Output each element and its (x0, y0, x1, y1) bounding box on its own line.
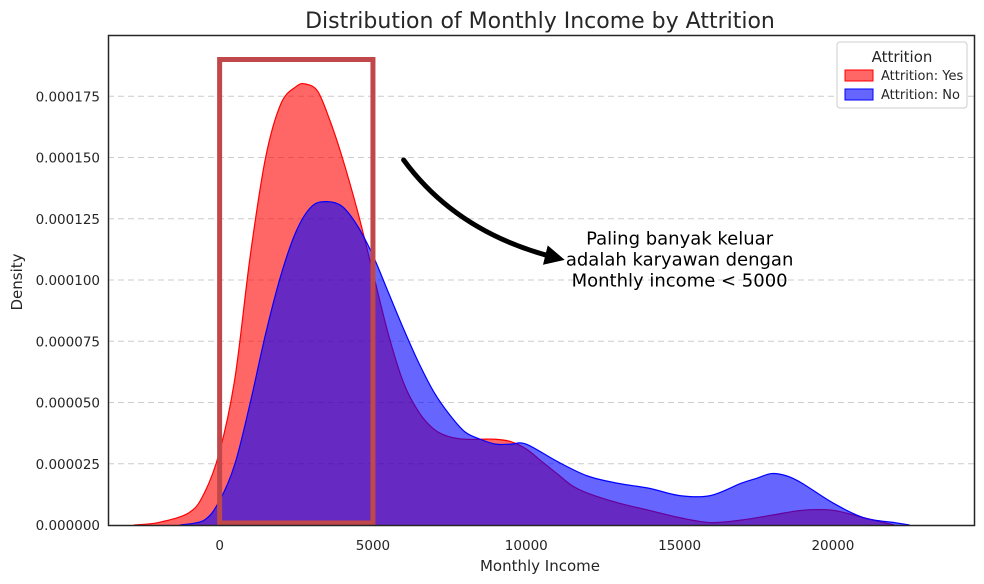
x-tick-label: 5000 (356, 538, 390, 554)
y-tick-label: 0.000075 (36, 334, 100, 350)
y-tick-label: 0.000150 (36, 151, 100, 167)
y-axis-label: Density (8, 253, 26, 310)
x-tick-label: 0 (215, 538, 224, 554)
y-tick-label: 0.000025 (36, 457, 100, 473)
legend-title: Attrition (872, 48, 933, 66)
plot-frame (107, 34, 976, 527)
y-tick-label: 0.000125 (36, 212, 100, 228)
density-area-no (179, 201, 910, 525)
chart-title: Distribution of Monthly Income by Attrit… (305, 9, 775, 34)
highlight-box (217, 57, 376, 526)
y-tick-label: 0.000050 (36, 396, 100, 412)
legend: Attrition Attrition: Yes Attrition: No (836, 41, 968, 109)
x-axis-label: Monthly Income (480, 557, 600, 575)
x-tick-label: 15000 (658, 538, 701, 554)
x-axis-ticks: 0 5000 10000 15000 20000 (215, 538, 854, 554)
legend-swatch-yes (844, 69, 874, 82)
y-axis-ticks: 0.000000 0.000025 0.000050 0.000075 0.000100… (36, 89, 100, 534)
annotation-arrow (401, 157, 565, 265)
y-tick-label: 0.000000 (36, 518, 100, 534)
y-tick-label: 0.000100 (36, 273, 100, 289)
x-tick-label: 10000 (505, 538, 548, 554)
density-line-no (179, 200, 910, 526)
y-tick-label: 0.000175 (36, 89, 100, 105)
legend-label-no: Attrition: No (881, 88, 960, 103)
legend-label-yes: Attrition: Yes (881, 69, 963, 84)
annotation-text-line: adalah karyawan dengan (566, 249, 794, 270)
annotation-text-line: Monthly income < 5000 (572, 270, 788, 291)
series-layer (133, 82, 910, 526)
x-tick-label: 20000 (811, 538, 854, 554)
annotation-text-line: Paling banyak keluar (586, 228, 774, 249)
legend-swatch-no (844, 88, 874, 101)
